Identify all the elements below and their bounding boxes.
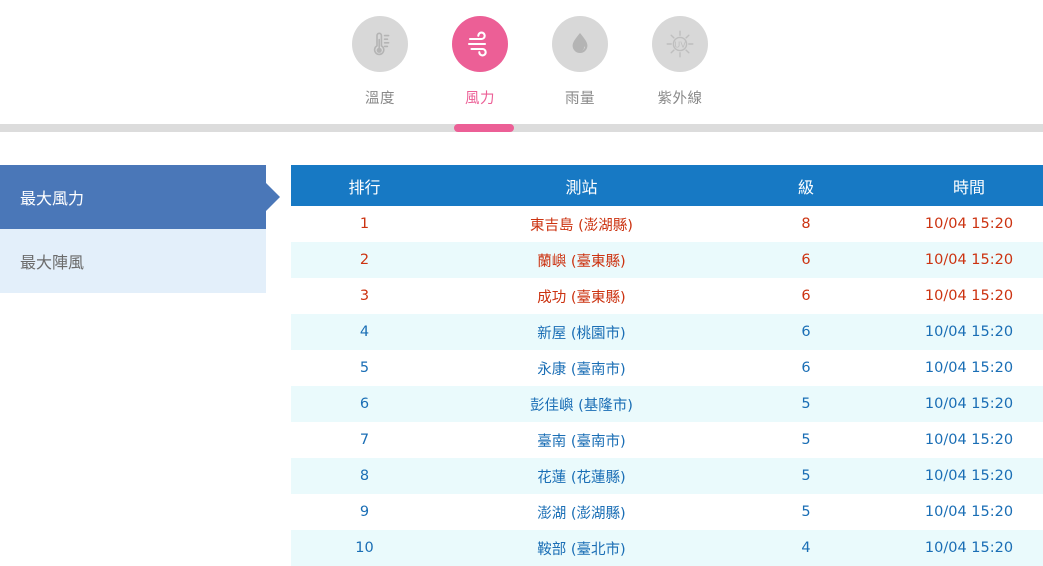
table-row[interactable]: 7 臺南 (臺南市) 5 10/04 15:20 [291, 422, 1043, 458]
tab-temperature[interactable]: 溫度 [330, 16, 430, 108]
cell-time: 10/04 15:20 [887, 494, 1043, 530]
cell-level: 4 [725, 530, 887, 566]
tab-temperature-circle [352, 16, 408, 72]
uv-sun-icon: UV [666, 30, 694, 58]
table-row[interactable]: 1 東吉島 (澎湖縣) 8 10/04 15:20 [291, 206, 1043, 242]
table-row[interactable]: 9 澎湖 (澎湖縣) 5 10/04 15:20 [291, 494, 1043, 530]
cell-rank: 4 [291, 314, 438, 350]
cell-level: 5 [725, 422, 887, 458]
tab-wind-label: 風力 [465, 91, 495, 107]
table-header-row: 排行 測站 級 時間 [291, 165, 1043, 206]
cell-rank: 7 [291, 422, 438, 458]
tab-wind-circle [452, 16, 508, 72]
cell-level: 6 [725, 350, 887, 386]
table-row[interactable]: 10 鞍部 (臺北市) 4 10/04 15:20 [291, 530, 1043, 566]
cell-level: 6 [725, 278, 887, 314]
sidebar: 最大風力 最大陣風 [0, 165, 266, 293]
cell-level: 6 [725, 242, 887, 278]
cell-level: 5 [725, 494, 887, 530]
cell-station: 新屋 (桃園市) [438, 314, 725, 350]
ranking-table-wrap: 排行 測站 級 時間 1 東吉島 (澎湖縣) 8 10/04 15:20 2 蘭… [291, 165, 1043, 566]
tab-temperature-label: 溫度 [365, 91, 395, 107]
column-header-rank[interactable]: 排行 [291, 165, 438, 206]
cell-time: 10/04 15:20 [887, 206, 1043, 242]
cell-station: 成功 (臺東縣) [438, 278, 725, 314]
column-header-level[interactable]: 級 [725, 165, 887, 206]
cell-rank: 5 [291, 350, 438, 386]
cell-level: 5 [725, 458, 887, 494]
ranking-table-body: 1 東吉島 (澎湖縣) 8 10/04 15:20 2 蘭嶼 (臺東縣) 6 1… [291, 206, 1043, 566]
cell-station: 花蓮 (花蓮縣) [438, 458, 725, 494]
tab-rainfall-circle [552, 16, 608, 72]
cell-level: 5 [725, 386, 887, 422]
ranking-table-head: 排行 測站 級 時間 [291, 165, 1043, 206]
cell-time: 10/04 15:20 [887, 242, 1043, 278]
tab-uv-circle: UV [652, 16, 708, 72]
cell-station: 蘭嶼 (臺東縣) [438, 242, 725, 278]
table-row[interactable]: 6 彭佳嶼 (基隆市) 5 10/04 15:20 [291, 386, 1043, 422]
cell-time: 10/04 15:20 [887, 530, 1043, 566]
cell-time: 10/04 15:20 [887, 278, 1043, 314]
sidebar-item-max-gust-label: 最大陣風 [20, 253, 85, 272]
cell-rank: 1 [291, 206, 438, 242]
cell-time: 10/04 15:20 [887, 314, 1043, 350]
cell-rank: 2 [291, 242, 438, 278]
cell-station: 永康 (臺南市) [438, 350, 725, 386]
cell-level: 6 [725, 314, 887, 350]
sidebar-item-max-wind-label: 最大風力 [20, 189, 85, 208]
cell-rank: 6 [291, 386, 438, 422]
cell-rank: 9 [291, 494, 438, 530]
thermometer-icon [373, 32, 390, 56]
wind-icon [467, 31, 487, 57]
tab-uv[interactable]: UV 紫外線 [630, 16, 730, 108]
tab-indicator-track [0, 124, 1043, 132]
cell-time: 10/04 15:20 [887, 386, 1043, 422]
cell-rank: 10 [291, 530, 438, 566]
cell-station: 彭佳嶼 (基隆市) [438, 386, 725, 422]
weather-tab-bar: 溫度 風力 雨量 [0, 0, 1043, 132]
cell-time: 10/04 15:20 [887, 350, 1043, 386]
ranking-table: 排行 測站 級 時間 1 東吉島 (澎湖縣) 8 10/04 15:20 2 蘭… [291, 165, 1043, 566]
table-row[interactable]: 4 新屋 (桃園市) 6 10/04 15:20 [291, 314, 1043, 350]
cell-station: 澎湖 (澎湖縣) [438, 494, 725, 530]
cell-level: 8 [725, 206, 887, 242]
table-row[interactable]: 2 蘭嶼 (臺東縣) 6 10/04 15:20 [291, 242, 1043, 278]
column-header-station[interactable]: 測站 [438, 165, 725, 206]
column-header-time[interactable]: 時間 [887, 165, 1043, 206]
tab-wind[interactable]: 風力 [430, 16, 530, 108]
table-row[interactable]: 3 成功 (臺東縣) 6 10/04 15:20 [291, 278, 1043, 314]
cell-rank: 8 [291, 458, 438, 494]
cell-station: 鞍部 (臺北市) [438, 530, 725, 566]
svg-text:UV: UV [674, 39, 686, 49]
table-row[interactable]: 8 花蓮 (花蓮縣) 5 10/04 15:20 [291, 458, 1043, 494]
tab-active-indicator [454, 124, 514, 132]
sidebar-item-max-gust[interactable]: 最大陣風 [0, 229, 266, 293]
raindrop-icon [572, 33, 588, 53]
sidebar-item-max-wind[interactable]: 最大風力 [0, 165, 266, 229]
cell-time: 10/04 15:20 [887, 422, 1043, 458]
cell-station: 東吉島 (澎湖縣) [438, 206, 725, 242]
cell-station: 臺南 (臺南市) [438, 422, 725, 458]
tab-list: 溫度 風力 雨量 [330, 16, 730, 108]
cell-rank: 3 [291, 278, 438, 314]
tab-rainfall[interactable]: 雨量 [530, 16, 630, 108]
tab-rainfall-label: 雨量 [565, 91, 595, 107]
tab-uv-label: 紫外線 [657, 91, 703, 107]
cell-time: 10/04 15:20 [887, 458, 1043, 494]
table-row[interactable]: 5 永康 (臺南市) 6 10/04 15:20 [291, 350, 1043, 386]
